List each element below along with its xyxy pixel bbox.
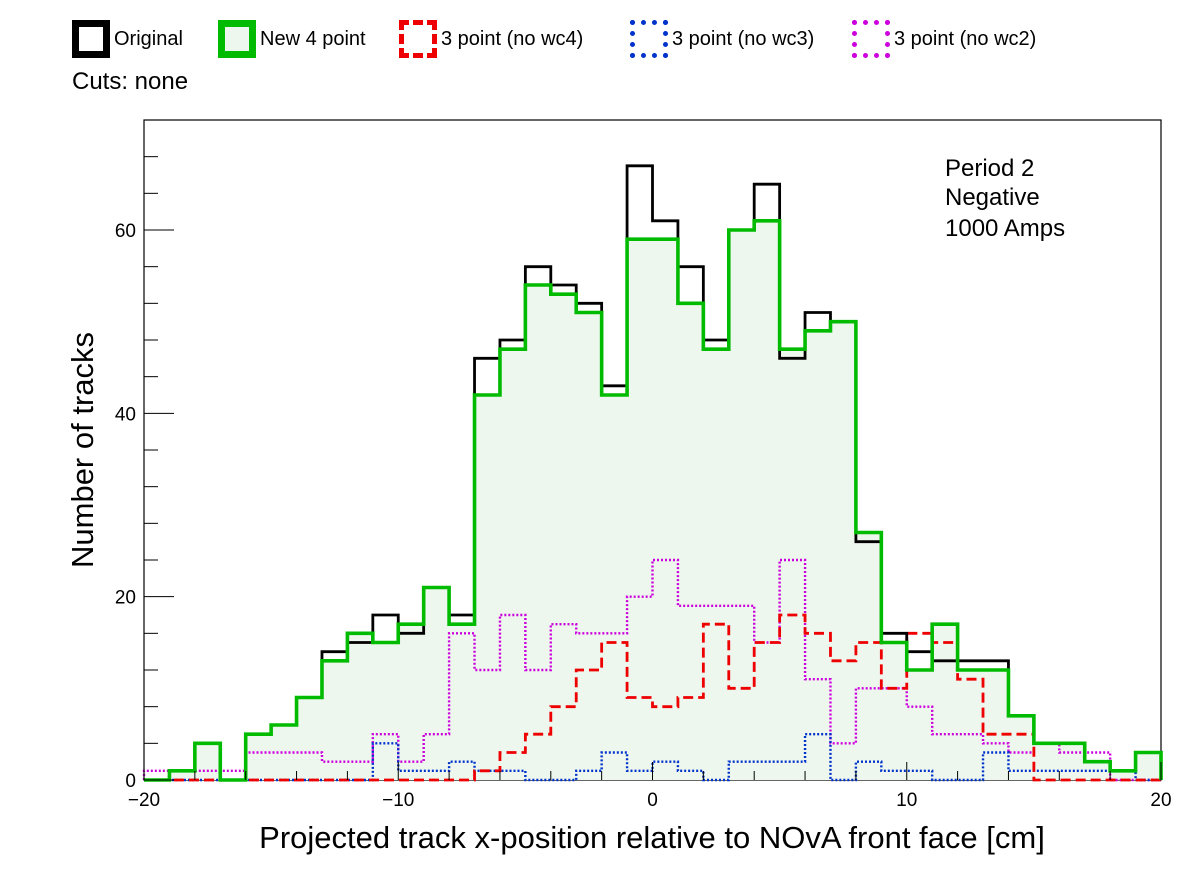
legend-entry-original: Original	[72, 18, 183, 60]
x-tick-label: 10	[896, 790, 917, 811]
annotation-layer: Period 2 Negative 1000 Amps	[945, 155, 1065, 242]
series-line-3-point-no-wc2	[142, 558, 1161, 782]
legend-swatch-3-point-no-wc2	[852, 20, 890, 58]
legend-entry-new-4-point: New 4 point	[218, 18, 366, 60]
y-tick-label: 40	[115, 404, 136, 425]
y-tick-label: 0	[125, 771, 136, 792]
legend-label-3-point-no-wc3: 3 point (no wc3)	[672, 27, 815, 50]
legend-entry-3-point-no-wc2: 3 point (no wc2)	[852, 18, 1036, 60]
legend-entry-3-point-no-wc3: 3 point (no wc3)	[630, 18, 814, 60]
legend-label-3-point-no-wc4: 3 point (no wc4)	[441, 27, 584, 50]
legend-swatch-original	[72, 20, 110, 58]
annotation-line-period: Period 2	[945, 155, 1034, 182]
series-layer	[142, 164, 1163, 782]
annotation-line-polarity: Negative	[945, 184, 1040, 211]
x-tick-label: −20	[128, 790, 160, 811]
legend-entry-3-point-no-wc4: 3 point (no wc4)	[399, 18, 583, 60]
series-line-3-point-no-wc3	[144, 732, 1161, 782]
legend-swatch-3-point-no-wc4	[399, 20, 437, 58]
y-tick-label: 20	[115, 588, 136, 609]
legend-swatch-new-4-point	[218, 20, 256, 58]
y-axis-label: Number of tracks	[65, 332, 100, 568]
legend: Original New 4 point 3 point (no wc4) 3 poi…	[0, 0, 1198, 110]
series-line-new-4-point	[144, 219, 1163, 782]
cuts-label: Cuts: none	[72, 68, 189, 95]
x-axis-label: Projected track x-position relative to N…	[259, 820, 1045, 855]
legend-label-3-point-no-wc2: 3 point (no wc2)	[894, 27, 1037, 50]
legend-label-new-4-point: New 4 point	[260, 27, 366, 50]
legend-swatch-3-point-no-wc3	[630, 20, 668, 58]
axis-layer: 0 20 40 60 −20 −10 0 10 20	[115, 119, 1172, 811]
x-tick-label: 20	[1150, 790, 1171, 811]
y-tick-label: 60	[115, 221, 136, 242]
x-tick-label: −10	[382, 790, 414, 811]
annotation-line-current: 1000 Amps	[945, 215, 1065, 242]
x-tick-label: 0	[647, 790, 658, 811]
legend-label-original: Original	[114, 27, 183, 50]
